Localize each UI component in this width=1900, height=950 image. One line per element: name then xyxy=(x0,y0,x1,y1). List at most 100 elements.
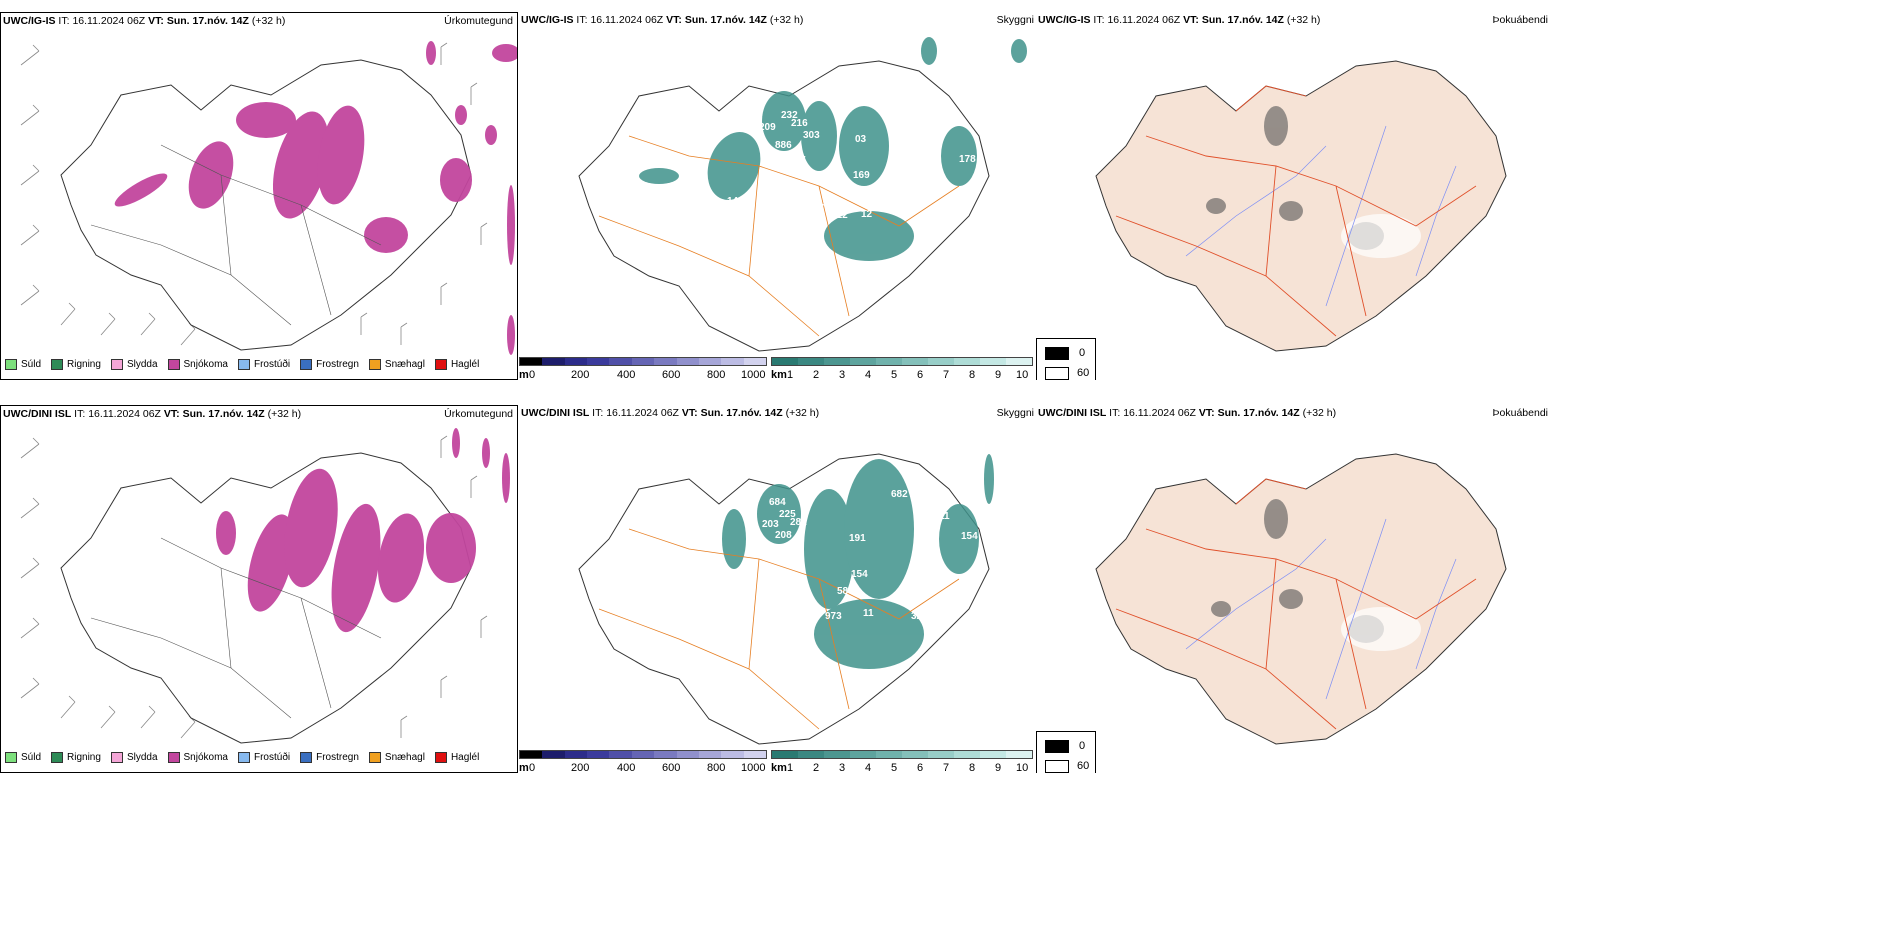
legend-item: Frostúði xyxy=(237,752,290,763)
visibility-tick: 1 xyxy=(787,369,794,380)
visibility-tick: 8 xyxy=(969,762,976,773)
model-name: UWC/IG-IS xyxy=(1038,14,1091,26)
vis-label: 157 xyxy=(789,155,806,166)
panel-title: Skyggni xyxy=(996,407,1034,419)
vis-label: 191 xyxy=(849,533,866,544)
panel-header: UWC/IG-IS IT: 16.11.2024 06Z VT: Sun. 17… xyxy=(3,15,285,27)
swatch xyxy=(5,752,17,763)
swatch xyxy=(167,752,180,763)
vis-label: 281 xyxy=(790,517,807,528)
vis-label: 179 xyxy=(769,596,786,607)
height-unit: m xyxy=(519,369,529,380)
fog-min: 0 xyxy=(1079,740,1086,752)
precip-legend: Súld Rigning Slydda Snjókoma Frostúði Fr… xyxy=(5,359,479,370)
swatch xyxy=(368,359,381,370)
vis-label: 16 xyxy=(791,553,803,564)
model-name: UWC/DINI ISL xyxy=(3,408,72,420)
visibility-tick: 6 xyxy=(917,762,924,773)
visibility-tick: 10 xyxy=(1016,369,1029,380)
panel-title: Úrkomutegund xyxy=(444,15,513,27)
vis-label: 11 xyxy=(939,511,950,522)
vis-label: 154 xyxy=(851,569,868,580)
legend-item: Haglél xyxy=(434,359,479,370)
vt-label: VT: xyxy=(148,15,164,27)
visibility-bar xyxy=(771,750,1033,759)
visibility-panel-top: UWC/IG-IS IT: 16.11.2024 06Z VT: Sun. 17… xyxy=(519,12,1034,380)
precip-map xyxy=(20,41,517,355)
swatch xyxy=(51,752,64,763)
precip-legend: Súld Rigning Slydda Snjókoma Frostúði Fr… xyxy=(5,752,479,763)
swatch xyxy=(5,359,17,370)
visibility-panel-bottom: UWC/DINI ISL IT: 16.11.2024 06Z VT: Sun.… xyxy=(519,405,1034,773)
height-unit: m xyxy=(519,762,529,773)
swatch xyxy=(237,752,250,763)
wind-barbs xyxy=(20,42,488,346)
fog-max: 60 xyxy=(1077,760,1090,772)
legend-item: Frostregn xyxy=(300,359,359,370)
panel-title: Þokuábendi xyxy=(1492,14,1548,26)
vis-label: 154 xyxy=(961,531,978,542)
height-tick: 600 xyxy=(662,762,681,773)
visibility-tick: 1 xyxy=(787,762,794,773)
legend-item: Rigning xyxy=(51,752,101,763)
road-network xyxy=(598,528,960,730)
panel-header: UWC/DINI ISL IT: 16.11.2024 06Z VT: Sun.… xyxy=(1038,407,1337,419)
height-tick: 200 xyxy=(571,369,590,380)
lead-time: (+32 h) xyxy=(251,15,286,27)
low-visibility-areas xyxy=(722,454,994,669)
vis-label: 684 xyxy=(769,497,786,508)
vis-label: 34 xyxy=(934,114,946,125)
it-value: 16.11.2024 06Z xyxy=(72,15,146,27)
height-tick: 0 xyxy=(529,369,536,380)
roads xyxy=(90,537,382,719)
legend-item: Rigning xyxy=(51,359,101,370)
fog-max: 60 xyxy=(1077,367,1090,379)
roads-red xyxy=(1115,478,1477,730)
height-colorbar: m 0 200 400 600 800 1000 xyxy=(519,357,767,380)
fog-legend-white xyxy=(1045,760,1069,773)
swatch xyxy=(434,359,447,370)
visibility-tick: 5 xyxy=(891,369,898,380)
model-name: UWC/IG-IS xyxy=(3,15,56,27)
panel-title: Úrkomutegund xyxy=(444,408,513,420)
precip-type-panel-bottom: UWC/DINI ISL IT: 16.11.2024 06Z VT: Sun.… xyxy=(0,405,518,773)
it-label: IT: xyxy=(58,15,70,27)
vt-value: Sun. 17.nóv. 14Z xyxy=(166,15,249,27)
precip-type-panel-top: UWC/IG-IS IT: 16.11.2024 06Z VT: Sun. 17… xyxy=(0,12,518,380)
legend-item: Súld xyxy=(5,752,41,763)
visibility-unit: km xyxy=(771,369,787,380)
vis-label: 303 xyxy=(803,130,820,141)
fog-legend-black xyxy=(1045,347,1069,360)
legend-item: Frostregn xyxy=(300,752,359,763)
snow-areas xyxy=(114,41,517,355)
model-name: UWC/IG-IS xyxy=(521,14,574,26)
vis-label: 216 xyxy=(791,118,808,129)
fog-panel-bottom: UWC/DINI ISL IT: 16.11.2024 06Z VT: Sun.… xyxy=(1036,405,1900,773)
height-tick: 1000 xyxy=(741,762,766,773)
visibility-tick: 5 xyxy=(891,762,898,773)
panel-header: UWC/IG-IS IT: 16.11.2024 06Z VT: Sun. 17… xyxy=(521,14,804,26)
panel-header: UWC/IG-IS IT: 16.11.2024 06Z VT: Sun. 17… xyxy=(1038,14,1321,26)
roads-red xyxy=(1115,85,1477,337)
panel-header: UWC/DINI ISL IT: 16.11.2024 06Z VT: Sun.… xyxy=(521,407,820,419)
height-tick: 800 xyxy=(707,369,726,380)
legend-item: Snjókoma xyxy=(167,359,228,370)
visibility-bar xyxy=(771,357,1033,366)
vis-label: 886 xyxy=(775,140,792,151)
vis-label: 225 xyxy=(779,509,796,520)
visibility-tick: 7 xyxy=(943,762,950,773)
vis-label: 11 xyxy=(863,608,874,619)
vis-label: 12 xyxy=(861,209,873,220)
visibility-tick: 6 xyxy=(917,369,924,380)
precip-map xyxy=(20,428,510,744)
legend-item: Snæhagl xyxy=(368,752,425,763)
low-visibility-areas xyxy=(639,37,1027,261)
swatch xyxy=(51,359,64,370)
snow-areas xyxy=(216,428,510,633)
vis-label: 682 xyxy=(891,489,908,500)
visibility-tick: 3 xyxy=(839,369,846,380)
vis-label: 87 xyxy=(813,203,825,214)
vis-label: 178 xyxy=(959,154,976,165)
swatch xyxy=(300,752,313,763)
fog-panel-top: UWC/IG-IS IT: 16.11.2024 06Z VT: Sun. 17… xyxy=(1036,12,1900,380)
